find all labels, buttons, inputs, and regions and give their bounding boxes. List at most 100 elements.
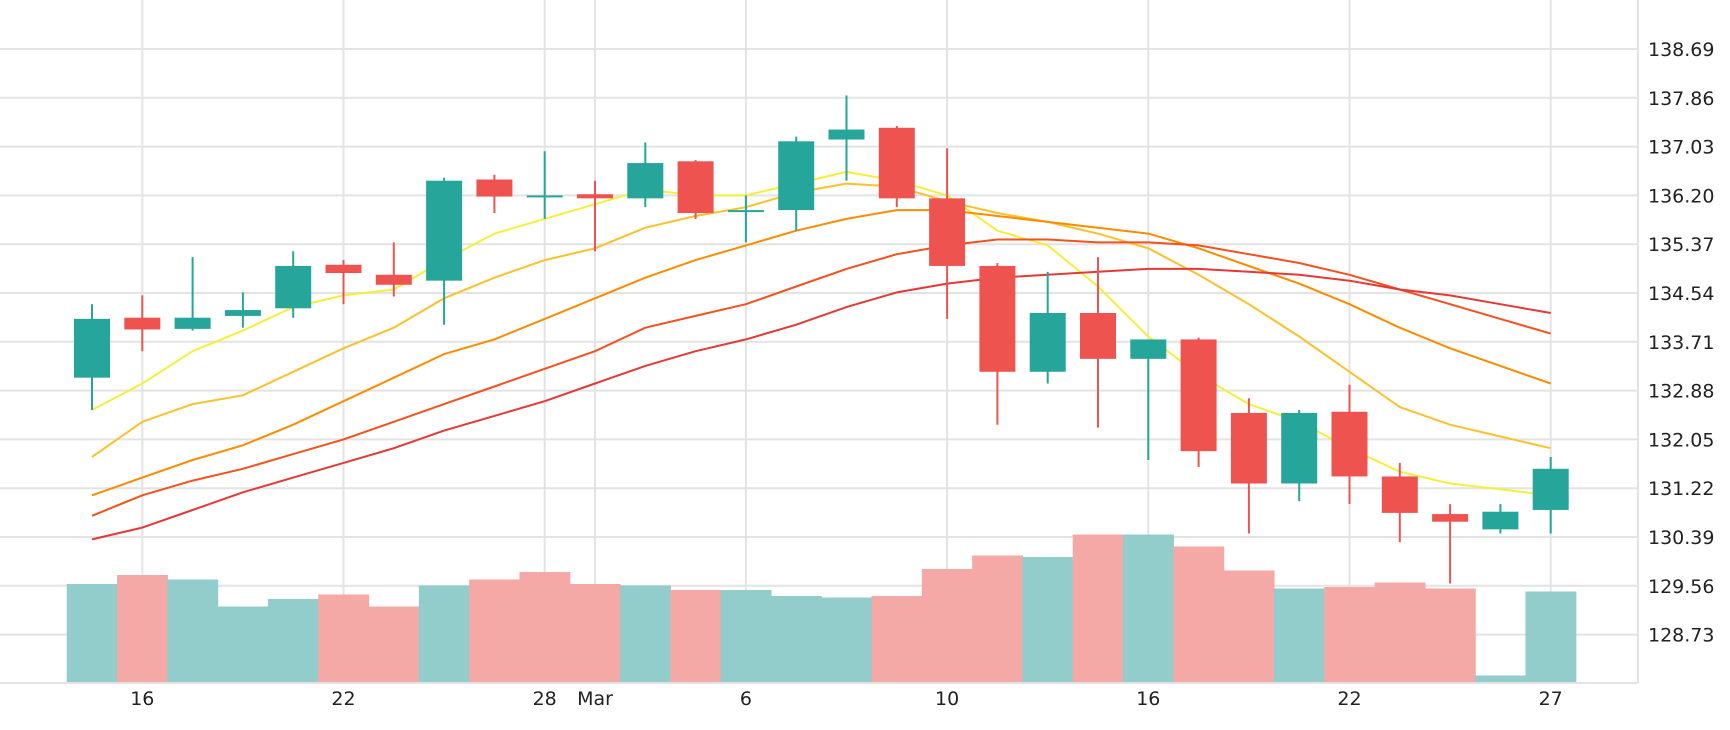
candle [426,177,463,325]
volume-bar [1424,588,1476,683]
candle-body [124,317,161,330]
volume-bar [1525,591,1577,683]
y-tick-label: 131.22 [1648,478,1714,500]
candle [224,292,261,328]
candle-body [1029,312,1066,372]
candle-body [224,310,261,316]
candle-body [828,129,865,140]
candle-body [979,265,1016,372]
y-tick-label: 128.73 [1648,625,1714,647]
volume-bar [620,585,671,683]
candle [476,174,513,214]
candle [878,126,915,208]
candle-body [74,318,110,378]
volume-bar [1273,588,1325,683]
candle-body [325,264,362,274]
volume-bar [368,606,420,683]
candle [677,160,714,219]
candle-body [1281,412,1318,484]
candle [828,95,865,181]
candle [375,242,412,297]
candle-body [1130,339,1167,359]
candle-body [174,317,211,329]
volume-bar [1374,582,1426,683]
candle-body [627,163,664,199]
candle-body [1180,339,1217,452]
y-tick-label: 130.39 [1648,527,1714,549]
x-tick-label: 16 [1136,688,1160,710]
moving-average-layer [91,170,1552,541]
candle-body [1331,411,1368,477]
volume-bar [670,590,722,683]
volume-bar [1173,546,1225,683]
candle-body [1482,511,1519,530]
candle-body [929,198,966,266]
candle [1130,339,1167,460]
volume-bar [1123,534,1174,683]
candle [1432,504,1469,584]
candle-body [1230,412,1267,484]
candle-body [1080,312,1116,359]
volume-bar [217,606,269,683]
candle [979,263,1016,425]
candle [627,142,664,208]
y-tick-label: 129.56 [1648,576,1714,598]
candle [778,136,815,231]
moving-average-line [91,182,1551,458]
candle [275,251,312,318]
y-tick-label: 135.37 [1648,234,1714,256]
volume-bar [1324,587,1376,683]
candle [1080,257,1116,428]
volume-bar [871,596,923,683]
volume-bar [418,585,470,683]
volume-bar [66,584,118,683]
y-tick-label: 138.69 [1648,39,1714,61]
x-tick-label: 10 [935,688,959,710]
volume-bar [821,597,873,683]
moving-average-line [91,209,1552,497]
y-tick-label: 137.03 [1648,137,1714,159]
candle-body [1432,514,1469,522]
x-tick-label: 22 [331,688,355,710]
candle [727,195,764,243]
candle [1281,410,1318,502]
candle-body [526,195,563,198]
candle-body [426,180,463,281]
candle-body [677,161,714,214]
candle [174,257,211,331]
candle [526,151,563,219]
y-tick-label: 137.86 [1648,88,1714,110]
volume-bar [318,594,370,683]
volume-bar [569,584,621,683]
candle [1331,384,1368,505]
volume-layer [66,534,1577,683]
candle-body [1532,468,1569,510]
candle-body [778,141,815,211]
x-tick-label: 6 [740,688,752,710]
x-tick-label: 16 [130,688,154,710]
candle [325,260,362,305]
candle-body [275,265,312,309]
candle [1482,504,1519,534]
candle-body [577,194,613,199]
candle [577,180,613,252]
volume-bar [720,590,772,683]
volume-bar [469,579,521,683]
candle [1381,462,1418,543]
volume-bar [267,599,319,683]
candle-body [878,127,915,199]
x-tick-label: 27 [1539,688,1563,710]
moving-average-line [91,238,1551,517]
volume-bar [1022,557,1074,683]
volume-bar [1475,675,1527,683]
x-tick-label: 28 [533,688,557,710]
grid-layer [0,0,1638,683]
y-tick-label: 133.71 [1648,332,1714,354]
candle [1180,337,1217,468]
candle-body [727,210,764,213]
y-tick-label: 136.20 [1648,185,1714,207]
candle-body [375,274,412,285]
candle [1532,457,1569,534]
candle-body [476,179,513,197]
